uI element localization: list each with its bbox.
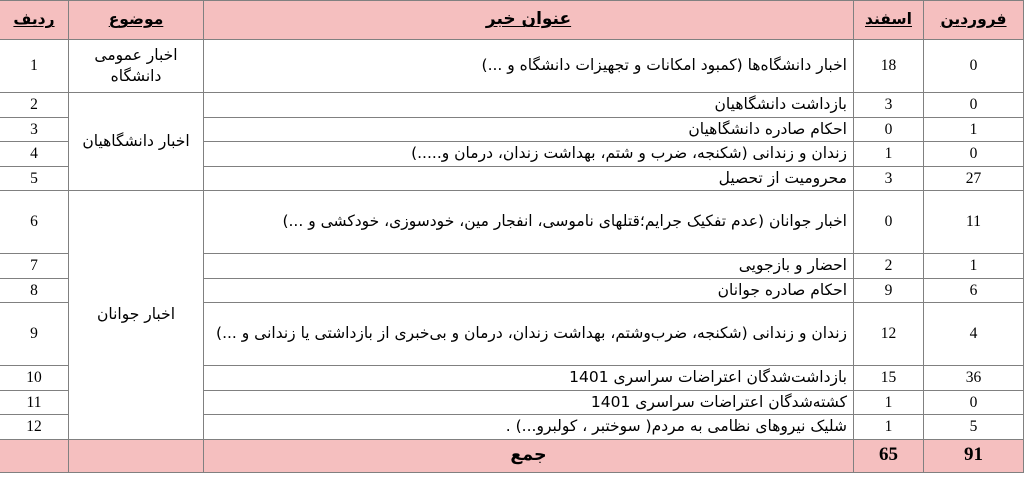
statistics-table: فروردین اسفند عنوان خبر موضوع ردیف 0 18 اخ…: [0, 0, 1024, 473]
cell-esfand: 1: [853, 141, 924, 167]
cell-news-title: محرومیت از تحصیل: [203, 165, 854, 191]
cell-farvardin: 1: [923, 253, 1024, 279]
cell-row-number: 9: [0, 302, 69, 366]
cell-news-title: بازداشت دانشگاهیان: [203, 92, 854, 118]
cell-esfand: 1: [853, 414, 924, 440]
cell-row-number: 3: [0, 116, 69, 142]
cell-row-number: 10: [0, 365, 69, 391]
cell-esfand: 18: [853, 39, 924, 93]
cell-row-number: 12: [0, 414, 69, 440]
cell-esfand: 0: [853, 190, 924, 254]
cell-farvardin: 27: [923, 165, 1024, 191]
cell-esfand: 0: [853, 116, 924, 142]
table-body: 0 18 اخبار دانشگاه‌ها (کمبود امکانات و تجه…: [0, 39, 1024, 440]
cell-farvardin: 0: [923, 389, 1024, 415]
cell-news-title: کشته‌شدگان اعتراضات سراسری 1401: [203, 389, 854, 415]
cell-news-title: زندان و زندانی (شکنجه، ضرب و شتم، بهداشت…: [203, 141, 854, 167]
cell-subject-group: اخبار جوانان: [68, 190, 204, 440]
cell-row-number: 2: [0, 92, 69, 118]
cell-news-title: زندان و زندانی (شکنجه، ضرب‌وشتم، بهداشت …: [203, 302, 854, 366]
cell-row-number: 5: [0, 165, 69, 191]
column-header-esfand: اسفند: [853, 0, 924, 40]
table-row: 6 9 احکام صادره جوانان 8: [0, 277, 1024, 303]
header-row: فروردین اسفند عنوان خبر موضوع ردیف: [0, 0, 1024, 40]
table-row: 11 0 اخبار جوانان (عدم تفکیک جرایم؛قتلهای …: [0, 190, 1024, 440]
total-subject-blank: [68, 438, 204, 473]
total-farvardin: 91: [923, 438, 1024, 473]
cell-farvardin: 4: [923, 302, 1024, 366]
table-row: 0 3 بازداشت دانشگاهیان اخبار دانشگاهیان 2: [0, 92, 1024, 191]
cell-esfand: 1: [853, 389, 924, 415]
cell-news-title: اخبار جوانان (عدم تفکیک جرایم؛قتلهای نام…: [203, 190, 854, 254]
table-row: 0 18 اخبار دانشگاه‌ها (کمبود امکانات و تجه…: [0, 39, 1024, 93]
cell-esfand: 3: [853, 92, 924, 118]
table-row: 36 15 بازداشت‌شدگان اعتراضات سراسری 1401 10: [0, 365, 1024, 391]
column-header-subject: موضوع: [68, 0, 204, 40]
table-row: 4 12 زندان و زندانی (شکنجه، ضرب‌وشتم، بهدا…: [0, 302, 1024, 366]
total-label: جمع: [203, 438, 854, 473]
cell-news-title: احکام صادره دانشگاهیان: [203, 116, 854, 142]
table-header: فروردین اسفند عنوان خبر موضوع ردیف: [0, 0, 1024, 40]
total-row: 91 65 جمع: [0, 438, 1024, 473]
total-rownumber-blank: [0, 438, 69, 473]
column-header-news-title: عنوان خبر: [203, 0, 854, 40]
cell-news-title: شلیک نیروهای نظامی به مردم( سوختبر ، کول…: [203, 414, 854, 440]
cell-row-number: 8: [0, 277, 69, 303]
column-header-farvardin: فروردین: [923, 0, 1024, 40]
cell-farvardin: 0: [923, 141, 1024, 167]
cell-esfand: 2: [853, 253, 924, 279]
cell-esfand: 3: [853, 165, 924, 191]
cell-subject-group: اخبار دانشگاهیان: [68, 92, 204, 191]
cell-farvardin: 0: [923, 39, 1024, 93]
table-footer: 91 65 جمع: [0, 438, 1024, 473]
cell-esfand: 9: [853, 277, 924, 303]
cell-row-number: 7: [0, 253, 69, 279]
column-header-row-number: ردیف: [0, 0, 69, 40]
table-row: 5 1 شلیک نیروهای نظامی به مردم( سوختبر ، ک…: [0, 414, 1024, 440]
table-row: 1 2 احضار و بازجویی 7: [0, 253, 1024, 279]
cell-farvardin: 36: [923, 365, 1024, 391]
cell-news-title: بازداشت‌شدگان اعتراضات سراسری 1401: [203, 365, 854, 391]
cell-farvardin: 1: [923, 116, 1024, 142]
cell-esfand: 12: [853, 302, 924, 366]
cell-row-number: 4: [0, 141, 69, 167]
cell-row-number: 1: [0, 39, 69, 93]
cell-esfand: 15: [853, 365, 924, 391]
cell-subject-group: اخبار عمومی دانشگاه: [68, 39, 204, 93]
cell-farvardin: 11: [923, 190, 1024, 254]
cell-row-number: 6: [0, 190, 69, 254]
cell-farvardin: 5: [923, 414, 1024, 440]
cell-farvardin: 6: [923, 277, 1024, 303]
cell-news-title: احضار و بازجویی: [203, 253, 854, 279]
total-esfand: 65: [853, 438, 924, 473]
cell-news-title: احکام صادره جوانان: [203, 277, 854, 303]
cell-news-title: اخبار دانشگاه‌ها (کمبود امکانات و تجهیزا…: [203, 39, 854, 93]
cell-farvardin: 0: [923, 92, 1024, 118]
cell-row-number: 11: [0, 389, 69, 415]
